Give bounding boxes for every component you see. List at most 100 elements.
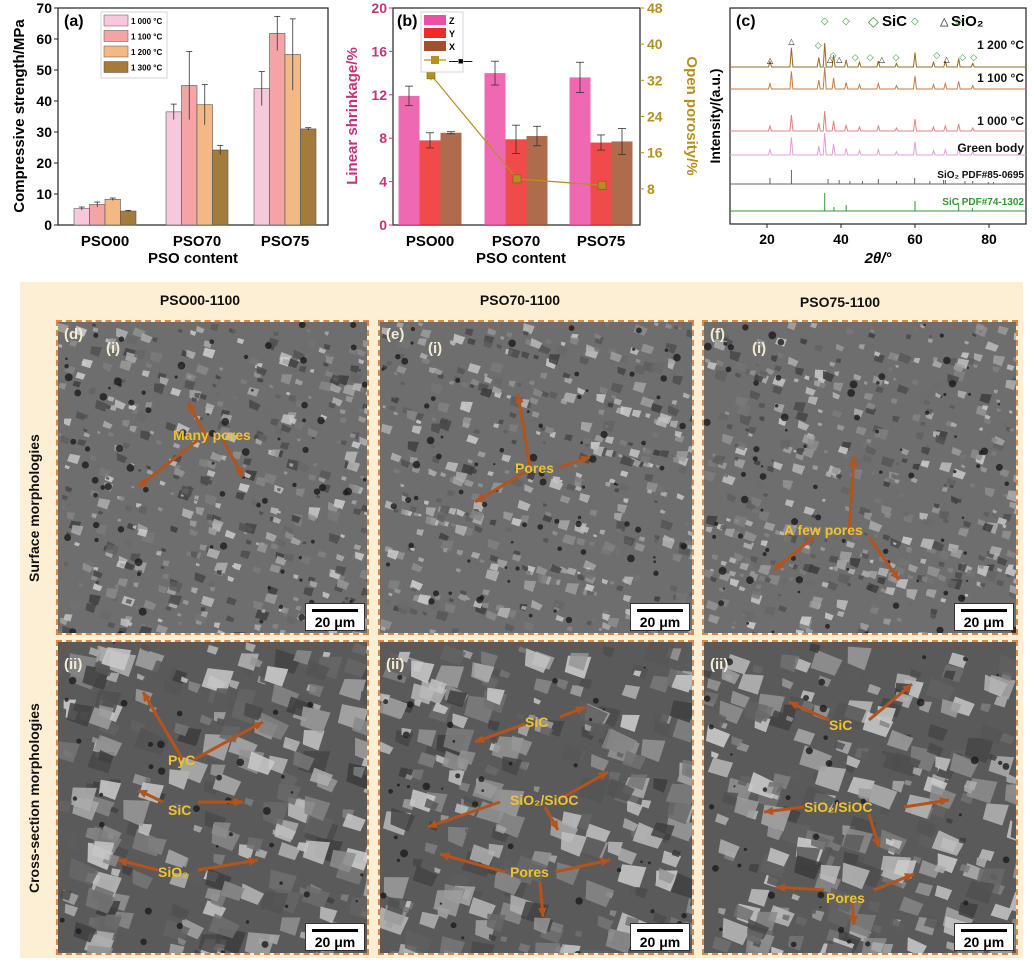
sem-grain (469, 509, 485, 522)
sem-grain (888, 917, 906, 933)
sem-grain (395, 336, 400, 340)
sem-pore (344, 487, 353, 496)
sem-grain (830, 531, 836, 535)
sem-grain (885, 838, 894, 847)
sem-grain (202, 347, 216, 359)
scale-bar-line (637, 929, 683, 932)
sem-grain (206, 479, 213, 485)
sem-grain (280, 952, 285, 953)
sem-pore (785, 795, 791, 801)
sem-grain (891, 473, 898, 480)
sem-grain (978, 427, 984, 431)
sem-grain (575, 485, 582, 492)
sem-grain (957, 499, 962, 504)
sem-grain (763, 492, 769, 498)
sem-grain (503, 511, 514, 521)
sem-grain (240, 378, 248, 385)
sem-grain (780, 654, 800, 673)
sem-grain (793, 449, 797, 453)
sem-grain (644, 473, 654, 482)
sem-grain (430, 444, 436, 449)
sem-pore (118, 336, 125, 342)
sem-annotation: SiO₂ (158, 864, 189, 880)
sem-grain (535, 565, 548, 576)
sem-grain (673, 457, 680, 464)
sem-grain (178, 937, 187, 946)
sem-grain (920, 538, 935, 550)
sem-grain (389, 651, 417, 679)
sic-marker-c: ◇ (959, 52, 966, 62)
legend-symbol-c: ◇ (868, 13, 879, 29)
sem-pore (272, 709, 279, 715)
sem-grain (294, 432, 301, 438)
sem-grain (111, 868, 121, 877)
sem-grain (635, 358, 641, 364)
sem-pore (177, 361, 186, 370)
sem-grain (125, 599, 133, 605)
sem-grain (294, 421, 305, 431)
sem-grain (194, 572, 207, 584)
sem-grain (640, 343, 655, 355)
sem-grain (584, 583, 595, 592)
legend-swatch-b (424, 15, 446, 25)
sem-pore (522, 522, 527, 528)
sem-grain (210, 734, 219, 742)
sem-grain (1013, 332, 1016, 341)
sem-grain (202, 900, 227, 919)
sem-grain (758, 511, 770, 522)
sem-grain (997, 567, 1003, 573)
sem-grain (78, 582, 84, 587)
sem-grain (269, 337, 280, 347)
sem-grain (201, 668, 234, 695)
sem-grain (671, 400, 678, 405)
sem-grain (360, 691, 367, 707)
sem-pore (812, 833, 820, 840)
sem-grain (1009, 410, 1013, 414)
sem-grain (978, 564, 985, 569)
sem-grain (616, 751, 624, 759)
sem-grain (758, 564, 772, 576)
sem-grain (792, 463, 806, 475)
sem-grain (298, 366, 307, 373)
sem-grain (75, 371, 86, 380)
sem-grain (125, 539, 135, 549)
sem-grain (114, 846, 129, 859)
sem-grain (685, 534, 692, 542)
sem-grain (212, 383, 217, 388)
sem-grain (283, 471, 288, 475)
sem-grain (671, 675, 692, 693)
sem-grain (60, 435, 71, 445)
sem-arrow-head (233, 797, 243, 807)
porosity-point-b (512, 174, 522, 184)
xrd-trace-label-c: Green body (957, 141, 1024, 155)
sem-texture (380, 322, 692, 635)
sem-grain (767, 847, 790, 867)
y-tick-label-b: 4 (379, 174, 387, 190)
sem-grain (602, 613, 611, 621)
sem-pore (948, 380, 957, 388)
sem-grain (654, 634, 664, 635)
sem-grain (435, 497, 443, 503)
sem-grain (752, 664, 764, 674)
sem-grain (72, 796, 99, 821)
sem-grain (618, 453, 623, 458)
sem-pore (448, 591, 452, 595)
sem-pore (298, 613, 306, 621)
sem-pore (219, 542, 228, 550)
sem-grain (144, 776, 152, 783)
sem-grain (58, 950, 79, 953)
sem-pore (825, 623, 830, 629)
sem-pore (72, 796, 78, 801)
sem-grain (141, 642, 152, 653)
sem-grain (88, 387, 97, 395)
sem-grain (689, 895, 692, 907)
sem-grain (516, 712, 525, 720)
sem-grain (58, 323, 69, 334)
sem-grain (549, 478, 564, 491)
sem-grain (92, 323, 97, 328)
sem-grain (827, 905, 853, 928)
sem-sub-label: (i) (428, 340, 443, 357)
sem-grain (194, 495, 200, 501)
sem-grain (364, 407, 367, 415)
sem-grain (189, 528, 199, 537)
